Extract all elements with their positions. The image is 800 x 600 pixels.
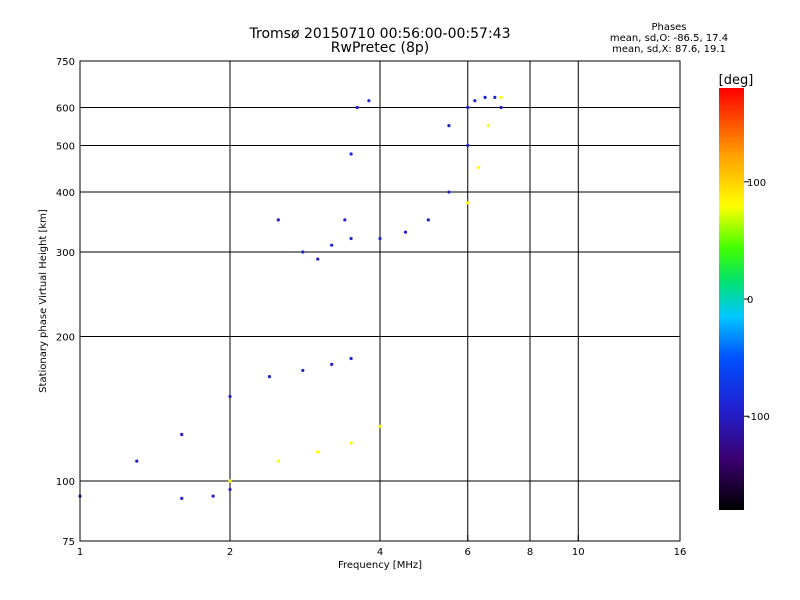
- echo-point: [301, 250, 305, 254]
- echo-point: [403, 230, 408, 234]
- echo-point: [135, 459, 139, 463]
- axes: 1 2 4 6 8 10 16 75 100 200 300 400 500 600 750: [56, 57, 686, 558]
- echo-trace: [447, 95, 503, 128]
- echo-point: [349, 441, 353, 445]
- stats-heading: Phases: [651, 22, 687, 33]
- y-tick-label: 500: [56, 142, 75, 153]
- colorbar-tick-label: -100: [747, 412, 770, 423]
- echo-point: [349, 356, 353, 361]
- echo-point: [301, 368, 305, 373]
- colorbar-label: [deg]: [719, 73, 754, 88]
- x-tick-label: 16: [674, 547, 687, 558]
- stats-line-x: mean, sd,X: 87.6, 19.1: [612, 44, 726, 55]
- echo-point: [211, 494, 215, 498]
- colorbar-ticks: 100 0 -100: [744, 178, 770, 423]
- phase-stats: Phases mean, sd,O: -86.5, 17.4 mean, sd,…: [604, 22, 734, 55]
- echo-point: [499, 105, 503, 110]
- echo-point: [330, 243, 334, 247]
- echo-point: [499, 95, 503, 99]
- x-axis-label: Frequency [MHz]: [338, 560, 422, 571]
- y-tick-label: 750: [56, 57, 75, 68]
- x-tick-label: 2: [227, 547, 233, 558]
- echo-point: [483, 95, 487, 99]
- chart-title: Tromsø 20150710 00:56:00-00:57:43: [249, 26, 511, 42]
- echo-traces: [78, 95, 503, 501]
- echo-point: [316, 450, 320, 454]
- echo-point: [180, 496, 184, 501]
- echo-trace: [228, 424, 382, 483]
- echo-point: [447, 190, 451, 194]
- echo-point: [466, 105, 470, 110]
- echo-point: [228, 479, 232, 483]
- y-tick-label: 400: [56, 188, 75, 199]
- echo-trace: [276, 143, 470, 261]
- colorbar-tick-label: 0: [747, 295, 753, 306]
- y-tick-label: 200: [56, 333, 75, 344]
- echo-point: [276, 459, 280, 463]
- echo-point: [378, 424, 382, 428]
- stats-line-o: mean, sd,O: -86.5, 17.4: [609, 33, 729, 44]
- x-tick-label: 4: [377, 547, 383, 558]
- x-tick-label: 8: [527, 547, 533, 558]
- echo-point: [473, 99, 477, 103]
- echo-point: [267, 375, 272, 379]
- echo-point: [367, 99, 371, 103]
- colorbar-tick-label: 100: [747, 178, 766, 189]
- echo-point: [276, 218, 280, 222]
- echo-point: [493, 95, 497, 99]
- echo-point: [466, 201, 470, 205]
- echo-point: [349, 152, 353, 156]
- colorbar: [719, 88, 744, 510]
- echo-point: [426, 218, 430, 222]
- echo-trace: [135, 356, 353, 463]
- echo-point: [330, 362, 334, 366]
- echo-point: [180, 432, 184, 437]
- chart-subtitle: RwPretec (8p): [330, 40, 430, 56]
- x-tick-label: 1: [77, 547, 83, 558]
- echo-point: [486, 124, 490, 128]
- echo-point: [228, 394, 232, 399]
- y-tick-label: 300: [56, 248, 75, 259]
- echo-point: [378, 236, 382, 241]
- echo-point: [447, 124, 451, 128]
- echo-trace: [78, 487, 232, 501]
- y-axis-label: Stationary phase Virtual Height [km]: [38, 209, 49, 393]
- echo-point: [228, 487, 232, 492]
- y-tick-label: 75: [62, 537, 75, 548]
- echo-point: [355, 105, 359, 110]
- echo-point: [316, 257, 320, 261]
- y-tick-label: 600: [56, 104, 75, 115]
- echo-point: [349, 236, 353, 241]
- x-tick-label: 6: [465, 547, 471, 558]
- grid-lines: [80, 61, 680, 541]
- x-tick-label: 10: [572, 547, 585, 558]
- echo-point: [476, 165, 480, 170]
- echo-point: [343, 218, 347, 222]
- echo-point: [466, 143, 470, 148]
- echo-trace: [466, 95, 503, 205]
- plot-frame: [79, 60, 681, 542]
- y-tick-label: 100: [56, 477, 75, 488]
- echo-trace: [343, 99, 371, 222]
